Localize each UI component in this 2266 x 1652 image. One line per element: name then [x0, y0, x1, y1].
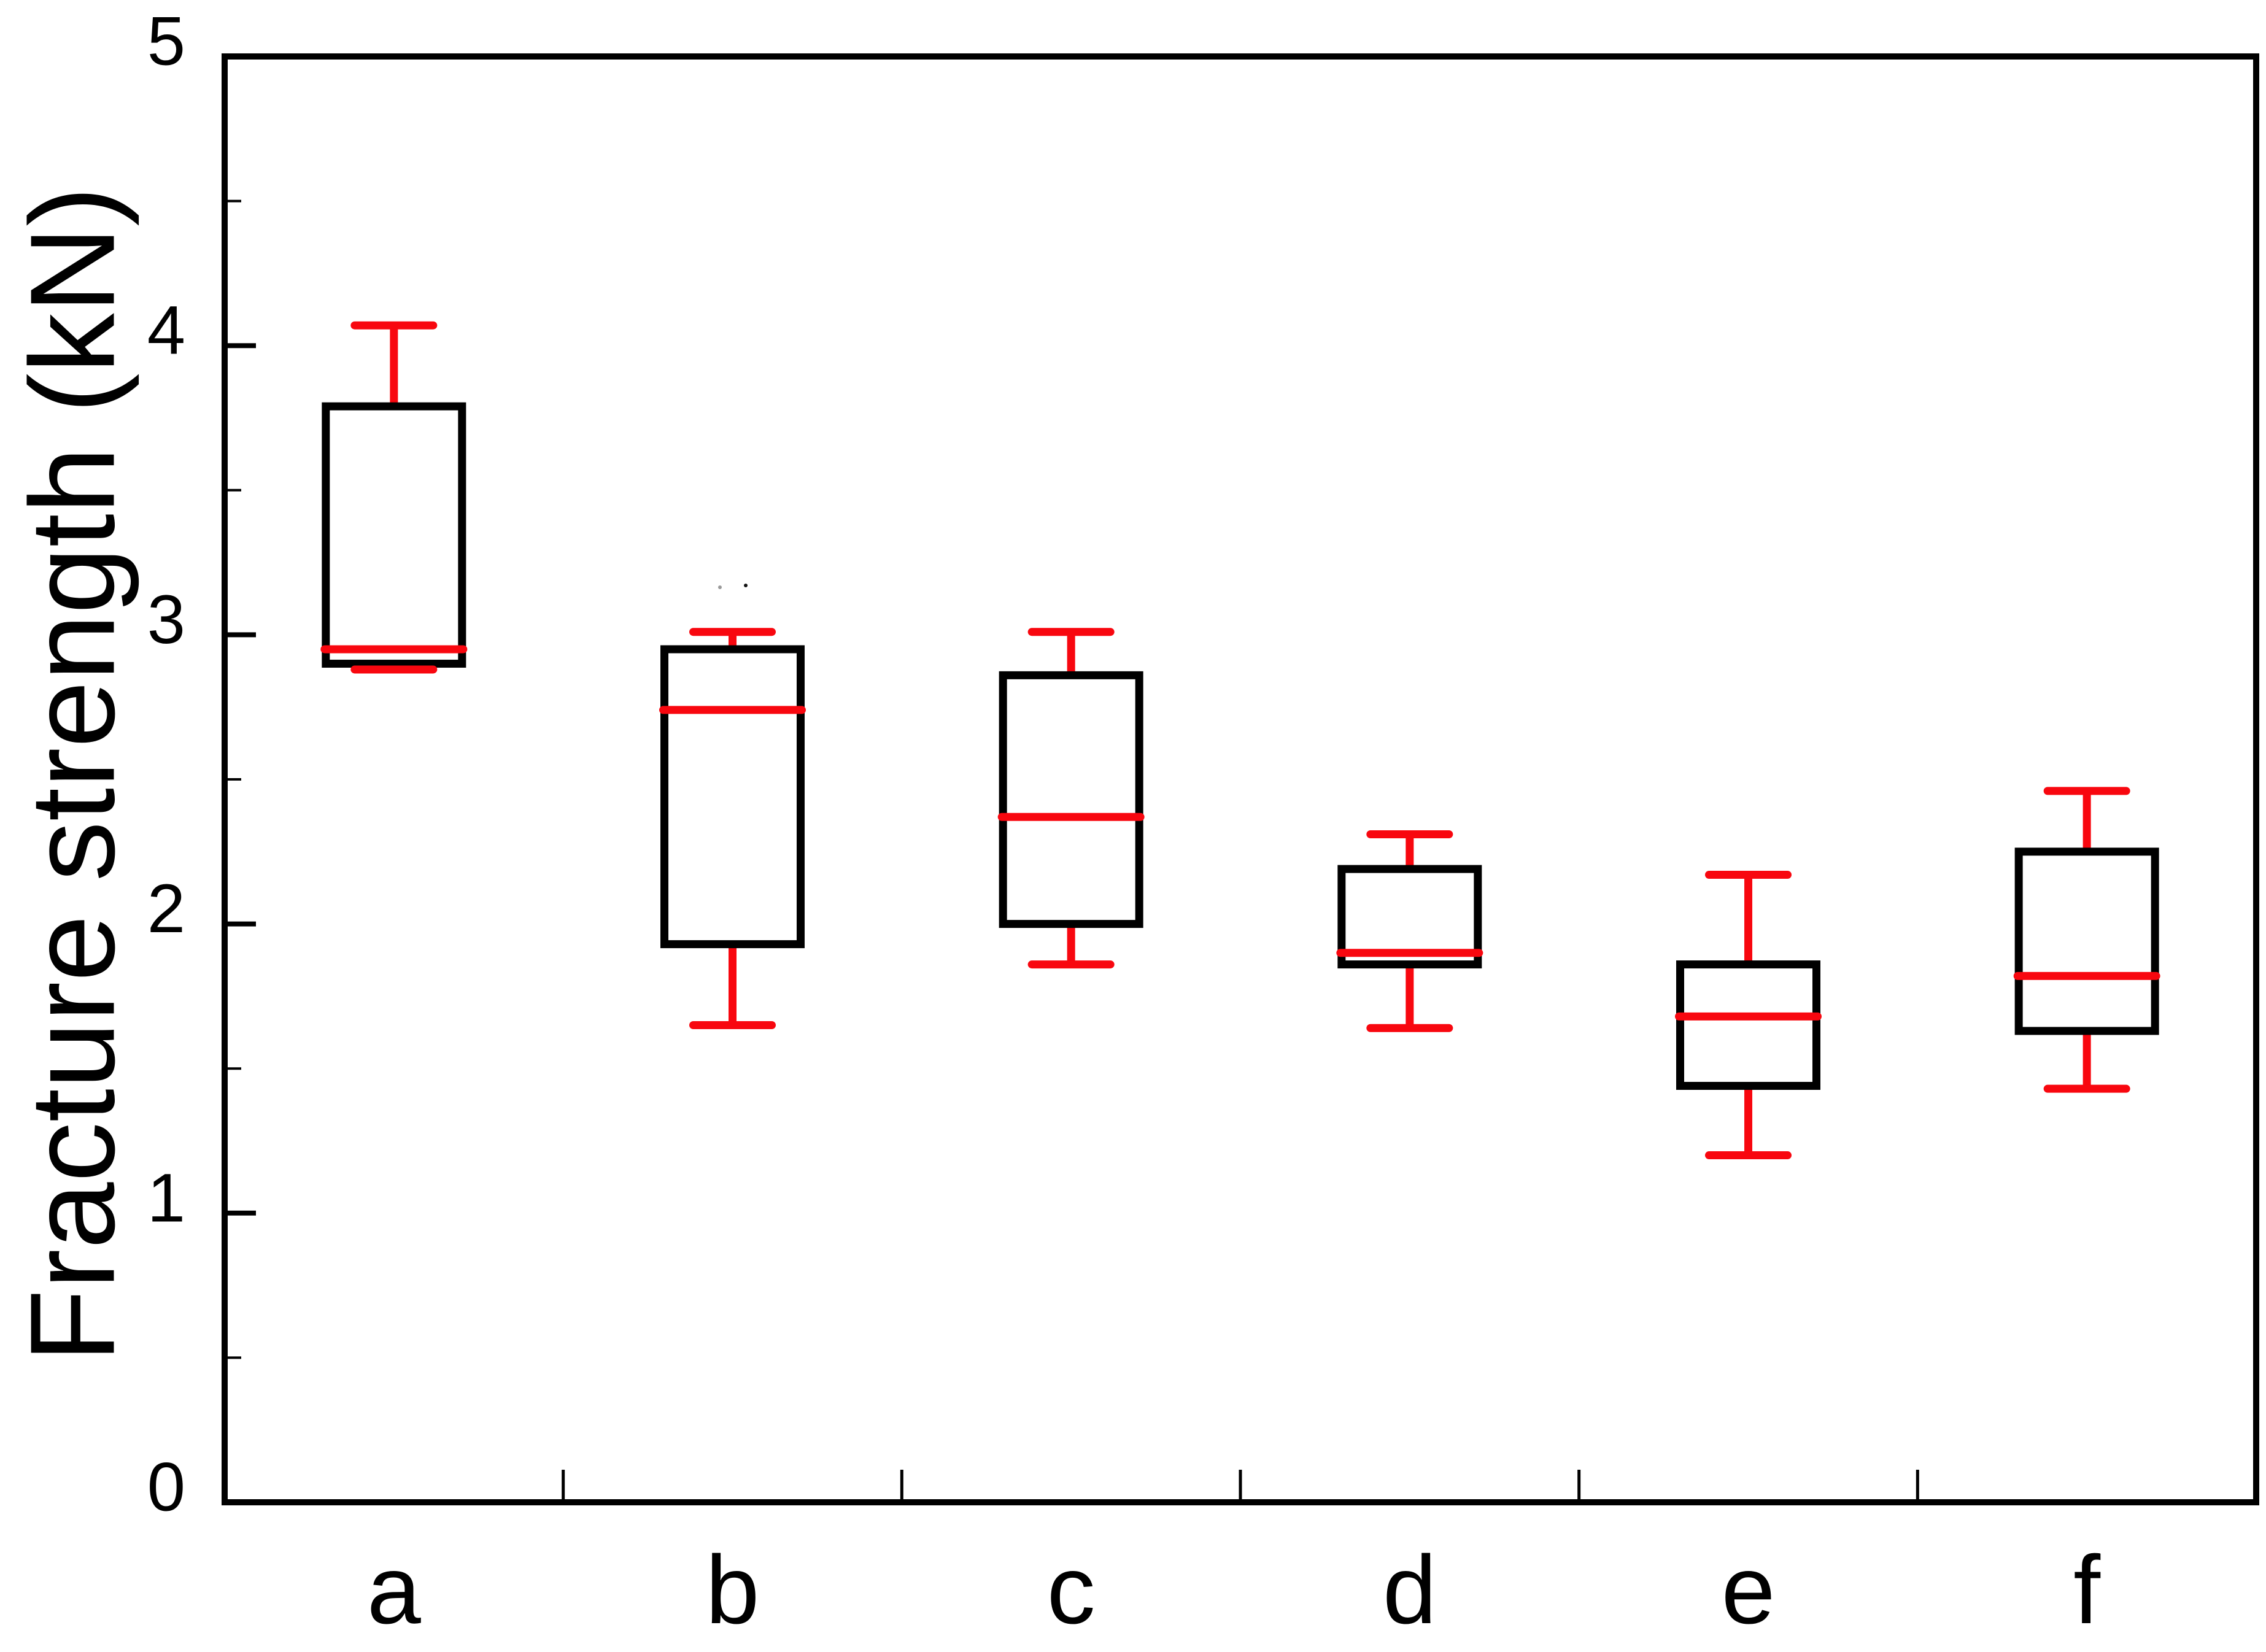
y-tick-label-3: 3 [147, 581, 185, 658]
speck-0 [718, 585, 722, 589]
y-tick-label-2: 2 [147, 870, 185, 947]
box-d [1337, 865, 1482, 969]
box-c [999, 671, 1143, 928]
plot-frame [222, 53, 2259, 1505]
x-category-label-e: e [1722, 1536, 1776, 1644]
y-tick-label-1: 1 [147, 1159, 185, 1236]
y-axis-title: Fracture strength (kN) [6, 187, 140, 1363]
box-a [322, 402, 466, 668]
y-tick-label-0: 0 [147, 1449, 185, 1526]
y-tick-label-4: 4 [147, 292, 185, 369]
x-category-label-c: c [1047, 1536, 1096, 1644]
x-category-label-d: d [1383, 1536, 1437, 1644]
box-f [2014, 847, 2159, 1035]
speck-1 [744, 584, 748, 587]
x-category-label-a: a [367, 1536, 421, 1644]
box-b [660, 645, 805, 949]
x-category-label-f: f [2073, 1536, 2101, 1644]
y-tick-label-5: 5 [147, 3, 185, 80]
x-category-label-b: b [706, 1536, 760, 1644]
box-e [1676, 960, 1820, 1090]
